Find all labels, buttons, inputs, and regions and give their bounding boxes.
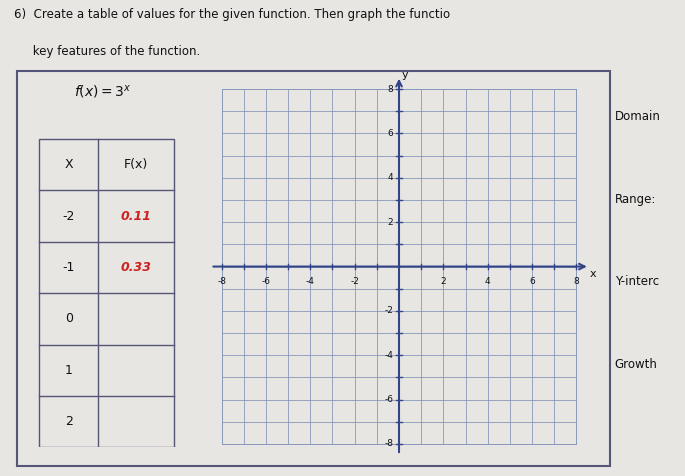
- Text: 6: 6: [388, 129, 393, 138]
- Text: -8: -8: [384, 439, 393, 448]
- Text: $f(x) = 3^x$: $f(x) = 3^x$: [74, 83, 132, 99]
- Text: -6: -6: [262, 277, 271, 286]
- Text: -2: -2: [350, 277, 359, 286]
- Text: 0.11: 0.11: [121, 209, 151, 223]
- Text: 4: 4: [388, 173, 393, 182]
- Text: x: x: [590, 269, 597, 279]
- Text: 4: 4: [485, 277, 490, 286]
- Text: -2: -2: [63, 209, 75, 223]
- Text: -2: -2: [384, 307, 393, 316]
- Text: Y-interc: Y-interc: [614, 276, 659, 288]
- Text: y: y: [401, 69, 408, 79]
- Text: X: X: [64, 159, 73, 171]
- Text: -4: -4: [384, 351, 393, 360]
- Text: 1: 1: [65, 364, 73, 377]
- Text: key features of the function.: key features of the function.: [14, 45, 200, 58]
- Text: 6)  Create a table of values for the given function. Then graph the functio: 6) Create a table of values for the give…: [14, 8, 450, 21]
- Text: 0.33: 0.33: [121, 261, 151, 274]
- Text: 6: 6: [530, 277, 535, 286]
- Text: Range:: Range:: [614, 193, 656, 206]
- Bar: [40, 139, 173, 447]
- Text: -8: -8: [217, 277, 226, 286]
- Text: -4: -4: [306, 277, 314, 286]
- Text: 2: 2: [388, 218, 393, 227]
- Text: 8: 8: [388, 85, 393, 94]
- Text: 2: 2: [65, 415, 73, 428]
- Text: 2: 2: [440, 277, 446, 286]
- Text: -1: -1: [63, 261, 75, 274]
- Text: 0: 0: [65, 312, 73, 326]
- Text: F(x): F(x): [124, 159, 148, 171]
- Text: -6: -6: [384, 395, 393, 404]
- Text: Domain: Domain: [614, 110, 660, 123]
- Text: 8: 8: [573, 277, 580, 286]
- Text: Growth: Growth: [614, 358, 658, 371]
